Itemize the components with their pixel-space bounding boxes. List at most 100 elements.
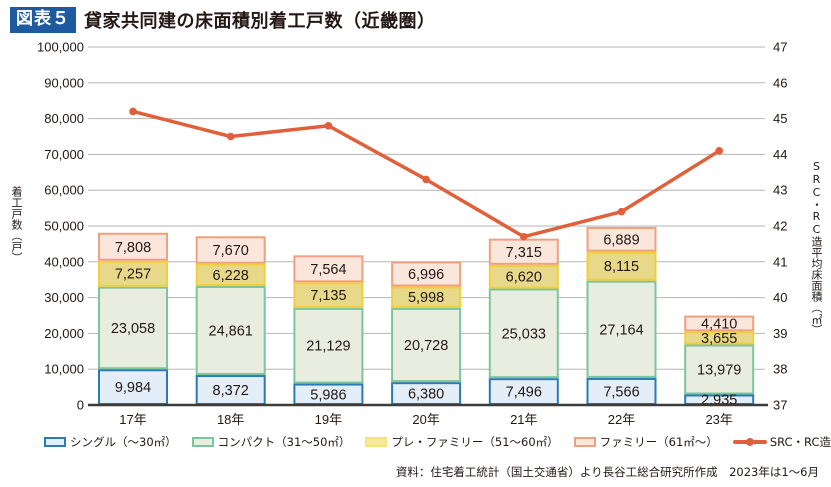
left-tick-label: 80,000 (44, 111, 84, 126)
bar-segment-label: 6,228 (213, 268, 249, 284)
left-tick-label: 40,000 (44, 254, 84, 269)
left-tick-label: 20,000 (44, 326, 84, 341)
line-point (617, 207, 626, 216)
bar-segment-label: 8,372 (213, 383, 249, 399)
left-tick-label: 70,000 (44, 147, 84, 162)
chart-header: 図表５ 貸家共同建の床面積別着工戸数（近畿圏） (10, 7, 436, 33)
left-tick-label: 90,000 (44, 75, 84, 90)
left-tick-label: 10,000 (44, 362, 84, 377)
bar-segment-label: 7,257 (115, 267, 151, 283)
bar-segment (684, 331, 755, 345)
line-point (324, 121, 333, 130)
bar-segment-label: 21,129 (306, 339, 350, 355)
source-note: 資料：住宅着工統計（国土交通省）より長谷工総合研究所作成 2023年は1〜6月 (395, 465, 819, 479)
right-tick-label: 44 (773, 147, 787, 162)
bar-stack: 6,380 20,728 5,998 6,996 (391, 261, 462, 406)
line-path (131, 109, 721, 239)
right-axis-ticks: 37 38 39 40 41 42 43 44 45 46 47 (773, 40, 787, 413)
line-point (520, 232, 528, 241)
right-tick-label: 43 (773, 183, 787, 198)
legend-label-single: シングル（〜30㎡） (70, 435, 177, 449)
line-point (422, 175, 430, 184)
legend-swatch-line (732, 435, 767, 449)
right-tick-label: 41 (773, 254, 787, 269)
bar-segment (586, 251, 657, 281)
right-axis-title: SRC・RC造平均床面積（㎡） (810, 160, 823, 335)
bar-segment-label: 5,986 (310, 387, 346, 403)
left-tick-label: 50,000 (44, 219, 84, 234)
bars: 9,984 23,058 7,257 7,808 8,372 24,861 6,228 7,6… (98, 226, 755, 409)
bar-segment-label: 7,808 (115, 240, 151, 256)
bar-segment-label: 9,984 (115, 380, 151, 396)
legend-label-family: ファミリー（61㎡〜） (599, 435, 718, 449)
bar-segment-label: 6,889 (603, 232, 639, 248)
legend-swatch-single (44, 437, 66, 447)
x-tick-label: 18年 (217, 412, 244, 427)
bar-segment-label: 13,979 (697, 362, 741, 378)
line-point (226, 132, 235, 141)
bar-segment-label: 7,496 (506, 385, 542, 401)
right-tick-label: 47 (773, 40, 787, 55)
bar-stack: 5,986 21,129 7,135 7,564 (293, 255, 364, 406)
left-axis-ticks: 0 10,000 20,000 30,000 40,000 50,000 60,000 70,… (37, 40, 84, 413)
line-point (129, 107, 137, 116)
right-tick-label: 40 (773, 290, 787, 305)
bar-segment (195, 236, 266, 264)
legend-item-prefamily: プレ・ファミリー（51〜60㎡） (365, 434, 559, 450)
right-tick-label: 45 (773, 111, 787, 126)
left-tick-label: 100,000 (37, 40, 84, 55)
bar-stack: 8,372 24,861 6,228 7,670 (195, 236, 266, 405)
x-axis-ticks: 17年 18年 19年 20年 21年 22年 23年 (119, 412, 733, 427)
legend-label-compact: コンパクト（31〜50㎡） (217, 435, 351, 449)
bar-stack: 7,496 25,033 6,620 7,315 (488, 238, 559, 405)
bar-segment (391, 286, 462, 308)
x-tick-label: 19年 (315, 412, 342, 427)
bar-segment (98, 369, 168, 406)
bar-segment-label: 24,861 (209, 324, 253, 340)
legend-label-prefamily: プレ・ファミリー（51〜60㎡） (391, 435, 559, 449)
legend: シングル（〜30㎡） コンパクト（31〜50㎡） プレ・ファミリー（51〜60㎡… (44, 434, 831, 450)
bar-segment (98, 260, 168, 287)
bar-stack: 9,984 23,058 7,257 7,808 (98, 232, 168, 406)
figure-badge: 図表５ (10, 7, 76, 33)
bar-segment-label: 6,620 (506, 270, 542, 286)
bar-segment (293, 282, 364, 308)
avg-floor-area-line (129, 107, 723, 241)
bar-segment (391, 261, 462, 287)
legend-swatch-family (573, 437, 596, 447)
legend-swatch-compact (191, 437, 214, 447)
bar-segment-label: 20,728 (404, 338, 448, 354)
legend-item-single: シングル（〜30㎡） (44, 434, 177, 450)
legend-item-line: SRC・RC造平均床面積 (732, 434, 831, 450)
bar-segment-label: 23,058 (111, 321, 155, 337)
bar-segment (195, 375, 266, 405)
left-tick-label: 60,000 (44, 183, 84, 198)
right-tick-label: 37 (773, 398, 787, 413)
x-tick-label: 22年 (608, 412, 635, 427)
bar-segment (293, 307, 364, 384)
bar-segment (488, 288, 559, 379)
bar-segment-label: 7,315 (506, 245, 542, 261)
right-tick-label: 38 (773, 362, 787, 377)
left-axis-title: 着工戸数（戸） (10, 186, 23, 263)
bar-segment-label: 8,115 (604, 259, 639, 275)
bar-segment-label: 7,564 (310, 262, 346, 278)
bar-segment (98, 232, 168, 261)
bar-segment (391, 307, 462, 383)
bar-segment-label: 3,655 (701, 331, 737, 347)
legend-item-family: ファミリー（61㎡〜） (573, 434, 718, 450)
bar-segment-label: 5,998 (408, 290, 444, 306)
left-tick-label: 30,000 (44, 290, 84, 305)
bar-segment-label: 25,033 (502, 326, 546, 342)
bar-segment (293, 255, 364, 283)
bar-segment-label: 4,410 (701, 316, 737, 332)
legend-swatch-prefamily (365, 437, 388, 447)
x-tick-label: 17年 (119, 412, 146, 427)
bar-segment (684, 344, 755, 395)
right-tick-label: 39 (773, 326, 787, 341)
bar-segment-label: 7,135 (310, 288, 346, 304)
bar-segment (195, 286, 266, 376)
right-tick-label: 46 (773, 75, 787, 90)
